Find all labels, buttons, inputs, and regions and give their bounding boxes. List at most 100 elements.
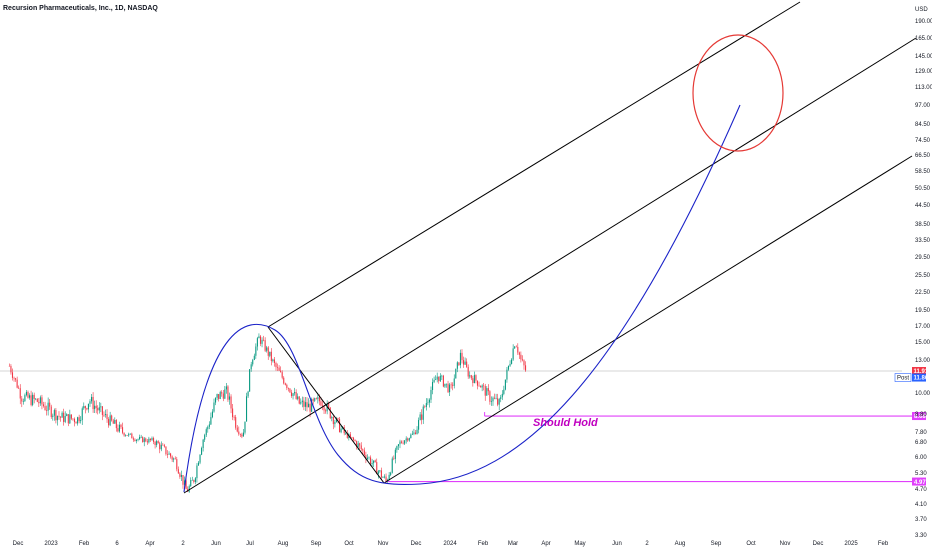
- channel-upper-line[interactable]: [267, 1, 801, 328]
- candle: [506, 367, 508, 383]
- candle: [498, 397, 500, 411]
- x-tick-label: Feb: [79, 541, 90, 547]
- candle: [230, 394, 232, 414]
- candle: [163, 443, 165, 448]
- candle: [132, 436, 134, 442]
- candle: [311, 397, 313, 413]
- candle: [196, 463, 198, 483]
- candle: [208, 421, 210, 430]
- target-zone-circle[interactable]: [692, 34, 784, 152]
- candle: [89, 399, 91, 407]
- x-tick-label: 2: [645, 541, 649, 547]
- x-tick-label: Oct: [746, 541, 756, 547]
- candle: [73, 417, 76, 427]
- candle: [376, 458, 378, 475]
- trend-drawings[interactable]: [183, 1, 917, 494]
- y-tick-label: 25.50: [915, 273, 931, 279]
- candle: [368, 456, 370, 460]
- level-price-label: 4.97: [914, 480, 926, 486]
- channel-middle-line[interactable]: [183, 37, 917, 494]
- candle: [27, 390, 29, 399]
- candle: [225, 382, 227, 394]
- candle: [242, 428, 244, 437]
- candle: [24, 393, 26, 403]
- candle: [281, 370, 283, 380]
- candle: [264, 337, 266, 353]
- candle: [365, 451, 367, 464]
- candle: [408, 437, 410, 442]
- candle: [77, 416, 79, 426]
- candle: [8, 363, 10, 367]
- x-tick-label: Oct: [344, 541, 354, 547]
- candle: [402, 440, 404, 445]
- candle: [300, 398, 302, 405]
- candle: [382, 476, 384, 479]
- candle: [490, 396, 492, 406]
- channel-lower-line[interactable]: [383, 155, 913, 484]
- candle: [329, 406, 331, 420]
- candle: [307, 398, 310, 408]
- post-market-label: 11.86: [914, 376, 929, 382]
- candle: [400, 440, 403, 444]
- x-tick-label: Nov: [780, 541, 791, 547]
- horizontal-levels[interactable]: 8.68 4.97 11.91 Post 11.86: [385, 367, 929, 486]
- candle: [301, 396, 303, 408]
- candle: [518, 351, 520, 359]
- candle: [413, 428, 415, 436]
- candle: [173, 457, 175, 463]
- candle: [59, 416, 62, 422]
- candle: [332, 415, 334, 430]
- y-tick-label: 22.50: [915, 290, 931, 296]
- candle: [166, 450, 169, 459]
- candle: [249, 369, 251, 392]
- candle: [63, 408, 65, 426]
- post-market-badge-box: [894, 373, 912, 382]
- candle: [80, 416, 82, 424]
- y-tick-label: 7.80: [915, 430, 927, 436]
- candle: [523, 359, 525, 370]
- candle: [224, 386, 226, 400]
- candle: [222, 389, 224, 402]
- decline-trend-line[interactable]: [267, 326, 385, 484]
- x-tick-label: Aug: [278, 541, 289, 547]
- candle: [276, 363, 279, 372]
- candle: [168, 451, 170, 455]
- candle: [492, 396, 494, 406]
- y-tick-label: 6.00: [915, 455, 927, 461]
- candle: [106, 409, 108, 423]
- candle: [267, 346, 269, 360]
- level-price-tag: [912, 477, 926, 486]
- y-tick-label: 33.50: [915, 238, 931, 244]
- candle: [419, 412, 421, 421]
- y-tick-label: 15.00: [915, 340, 931, 346]
- candle: [383, 474, 386, 479]
- candle: [135, 439, 138, 444]
- candle: [283, 376, 285, 385]
- candle: [373, 460, 375, 467]
- candle: [512, 344, 514, 361]
- candle: [286, 383, 288, 391]
- post-market-tag: [912, 373, 926, 382]
- x-tick-label: Dec: [13, 541, 24, 547]
- candle: [70, 414, 72, 421]
- candle: [241, 432, 243, 439]
- candle: [469, 371, 471, 379]
- candle: [487, 384, 489, 396]
- candle: [165, 446, 167, 456]
- candle: [171, 455, 173, 462]
- candle: [44, 401, 46, 411]
- y-tick-label: 3.30: [915, 533, 927, 539]
- candle: [500, 394, 502, 403]
- x-tick-label: Feb: [878, 541, 889, 547]
- candle: [298, 396, 300, 405]
- projection-arc[interactable]: [183, 104, 741, 493]
- candle: [315, 397, 317, 400]
- candle: [430, 386, 432, 404]
- annotation-should-hold[interactable]: Should Hold: [533, 417, 598, 429]
- candle: [53, 408, 55, 421]
- y-tick-label: 6.80: [915, 440, 927, 446]
- candle: [418, 417, 420, 434]
- candle: [228, 392, 231, 405]
- candle: [98, 402, 100, 414]
